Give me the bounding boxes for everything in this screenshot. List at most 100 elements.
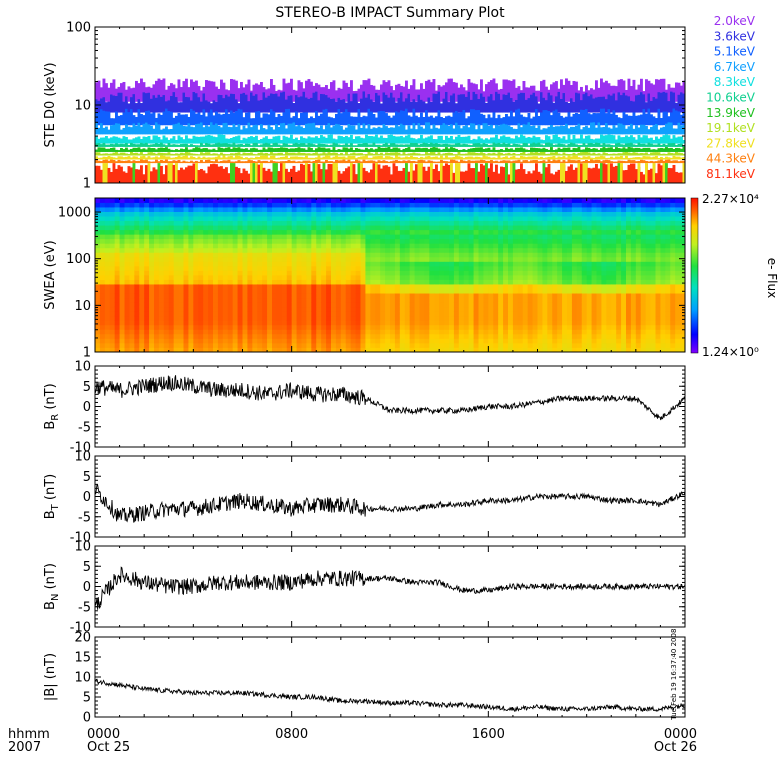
ste-channel-bar — [257, 110, 261, 126]
swea-cell — [272, 261, 278, 267]
swea-cell — [252, 229, 258, 235]
swea-cell — [291, 333, 297, 339]
ste-channel-bar — [430, 147, 433, 152]
ste-channel-bar — [117, 150, 121, 152]
ste-channel-bar — [145, 165, 148, 183]
swea-cell — [149, 225, 155, 231]
swea-cell — [385, 243, 391, 249]
swea-cell — [262, 229, 268, 235]
swea-cell — [188, 220, 194, 226]
ste-channel-bar — [647, 161, 651, 164]
ste-channel-bar — [337, 149, 341, 152]
ste-channel-bar — [200, 142, 203, 147]
swea-cell — [222, 243, 229, 249]
ste-channel-bar — [682, 93, 686, 113]
ste-channel-bar — [605, 113, 608, 126]
ste-speckle — [195, 163, 198, 183]
ste-channel-bar — [632, 137, 636, 144]
swea-cell — [380, 288, 386, 294]
swea-cell — [370, 265, 376, 271]
ste-channel-bar — [200, 101, 203, 113]
swea-cell — [335, 198, 342, 203]
swea-cell — [385, 229, 391, 235]
swea-cell — [316, 315, 322, 321]
swea-cell — [301, 211, 307, 217]
ste-channel-bar — [172, 164, 176, 183]
swea-cell — [208, 311, 214, 317]
swea-cell — [222, 211, 229, 217]
ste-channel-bar — [592, 122, 596, 135]
swea-cell — [311, 311, 317, 317]
swea-cell — [99, 265, 106, 271]
ste-channel-bar — [235, 166, 238, 183]
ste-channel-bar — [285, 155, 288, 160]
swea-cell — [95, 311, 101, 317]
swea-cell — [281, 247, 288, 253]
swea-cell — [149, 320, 155, 326]
swea-cell — [109, 320, 116, 326]
ste-channel-bar — [390, 152, 393, 156]
ste-channel-bar — [605, 159, 608, 164]
ste-channel-bar — [430, 101, 433, 113]
ste-channel-bar — [397, 148, 401, 152]
swea-cell — [154, 306, 160, 312]
swea-cell — [203, 279, 209, 285]
ste-channel-bar — [245, 128, 248, 135]
ste-channel-bar — [367, 144, 371, 147]
ste-channel-bar — [550, 139, 553, 144]
swea-cell — [119, 311, 125, 317]
ste-channel-bar — [107, 148, 111, 152]
ste-channel-bar — [107, 138, 111, 144]
ste-channel-bar — [615, 161, 618, 164]
ste-channel-bar — [620, 137, 623, 144]
ste-channel-bar — [537, 171, 541, 183]
ste-channel-bar — [635, 144, 638, 147]
ste-channel-bar — [530, 126, 533, 135]
swea-cell — [267, 329, 273, 335]
ste-channel-bar — [577, 147, 581, 152]
swea-cell — [222, 256, 229, 262]
swea-cell — [311, 265, 317, 271]
swea-cell — [385, 333, 391, 339]
ste-channel-bar — [297, 152, 301, 156]
ste-channel-bar — [502, 94, 506, 113]
ste-channel-bar — [377, 164, 381, 183]
swea-cell — [129, 220, 135, 226]
swea-cell — [129, 202, 135, 208]
swea-cell — [203, 302, 209, 308]
swea-cell — [257, 279, 263, 285]
swea-cell — [178, 225, 184, 231]
swea-cell — [144, 311, 150, 317]
swea-cell — [232, 207, 238, 212]
swea-cell — [286, 297, 293, 303]
swea-cell — [163, 293, 170, 299]
ste-channel-bar — [115, 96, 118, 113]
ste-channel-bar — [425, 147, 428, 152]
ste-channel-bar — [270, 160, 273, 164]
ste-channel-bar — [332, 161, 336, 164]
ste-channel-bar — [182, 153, 186, 156]
ste-channel-bar — [410, 128, 413, 135]
swea-cell — [321, 338, 327, 344]
ste-channel-bar — [165, 126, 168, 135]
swea-cell — [321, 270, 327, 276]
ste-channel-bar — [265, 149, 268, 152]
swea-cell — [95, 342, 101, 348]
swea-cell — [178, 288, 184, 294]
ste-channel-bar — [480, 147, 483, 152]
swea-cell — [144, 338, 150, 344]
ste-channel-bar — [675, 171, 678, 183]
ste-channel-bar — [430, 82, 433, 102]
ste-channel-bar — [372, 113, 376, 126]
ste-channel-bar — [390, 117, 393, 126]
ste-channel-bar — [122, 157, 126, 160]
swea-cell — [360, 211, 366, 217]
ste-channel-bar — [337, 154, 341, 156]
swea-cell — [242, 198, 248, 203]
ste-channel-bar — [362, 149, 366, 152]
ste-channel-bar — [580, 163, 583, 183]
swea-cell — [301, 256, 307, 262]
ste-channel-bar — [422, 138, 426, 144]
swea-cell — [232, 329, 238, 335]
swea-cell — [291, 229, 297, 235]
